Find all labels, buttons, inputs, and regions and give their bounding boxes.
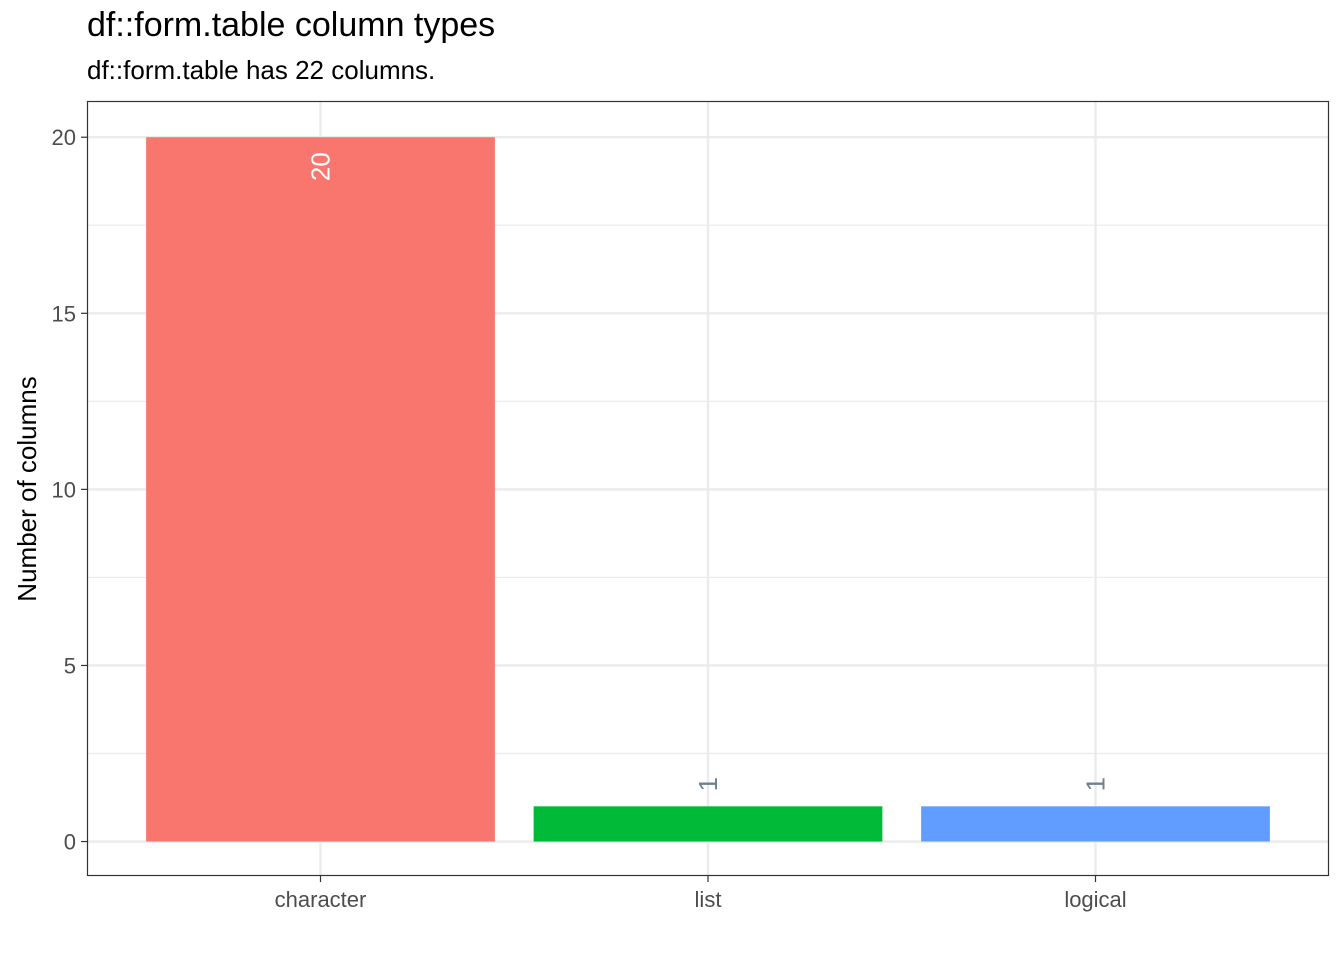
bars xyxy=(146,137,1270,842)
chart-title: df::form.table column types xyxy=(87,6,496,44)
y-tick-label: 5 xyxy=(64,653,76,678)
axes: 0 5 10 15 20 character list logical xyxy=(52,125,1127,912)
chart-subtitle: df::form.table has 22 columns. xyxy=(87,55,436,85)
y-tick-label: 0 xyxy=(64,830,76,855)
x-tick-label-character: character xyxy=(275,887,367,912)
data-label-character: 20 xyxy=(306,152,336,181)
bar-list xyxy=(533,806,883,842)
y-tick-label: 15 xyxy=(52,301,76,326)
x-tick-label-list: list xyxy=(695,887,722,912)
data-label-logical: 1 xyxy=(1081,777,1111,791)
data-labels: 201 1 xyxy=(306,152,1111,791)
x-tick-label-logical: logical xyxy=(1064,887,1126,912)
bar-character xyxy=(146,137,495,842)
y-tick-label: 20 xyxy=(52,125,76,150)
data-label-list: 1 xyxy=(693,777,723,791)
y-tick-label: 10 xyxy=(52,477,76,502)
bar-logical xyxy=(921,806,1270,842)
y-axis-title: Number of columns xyxy=(12,376,42,601)
